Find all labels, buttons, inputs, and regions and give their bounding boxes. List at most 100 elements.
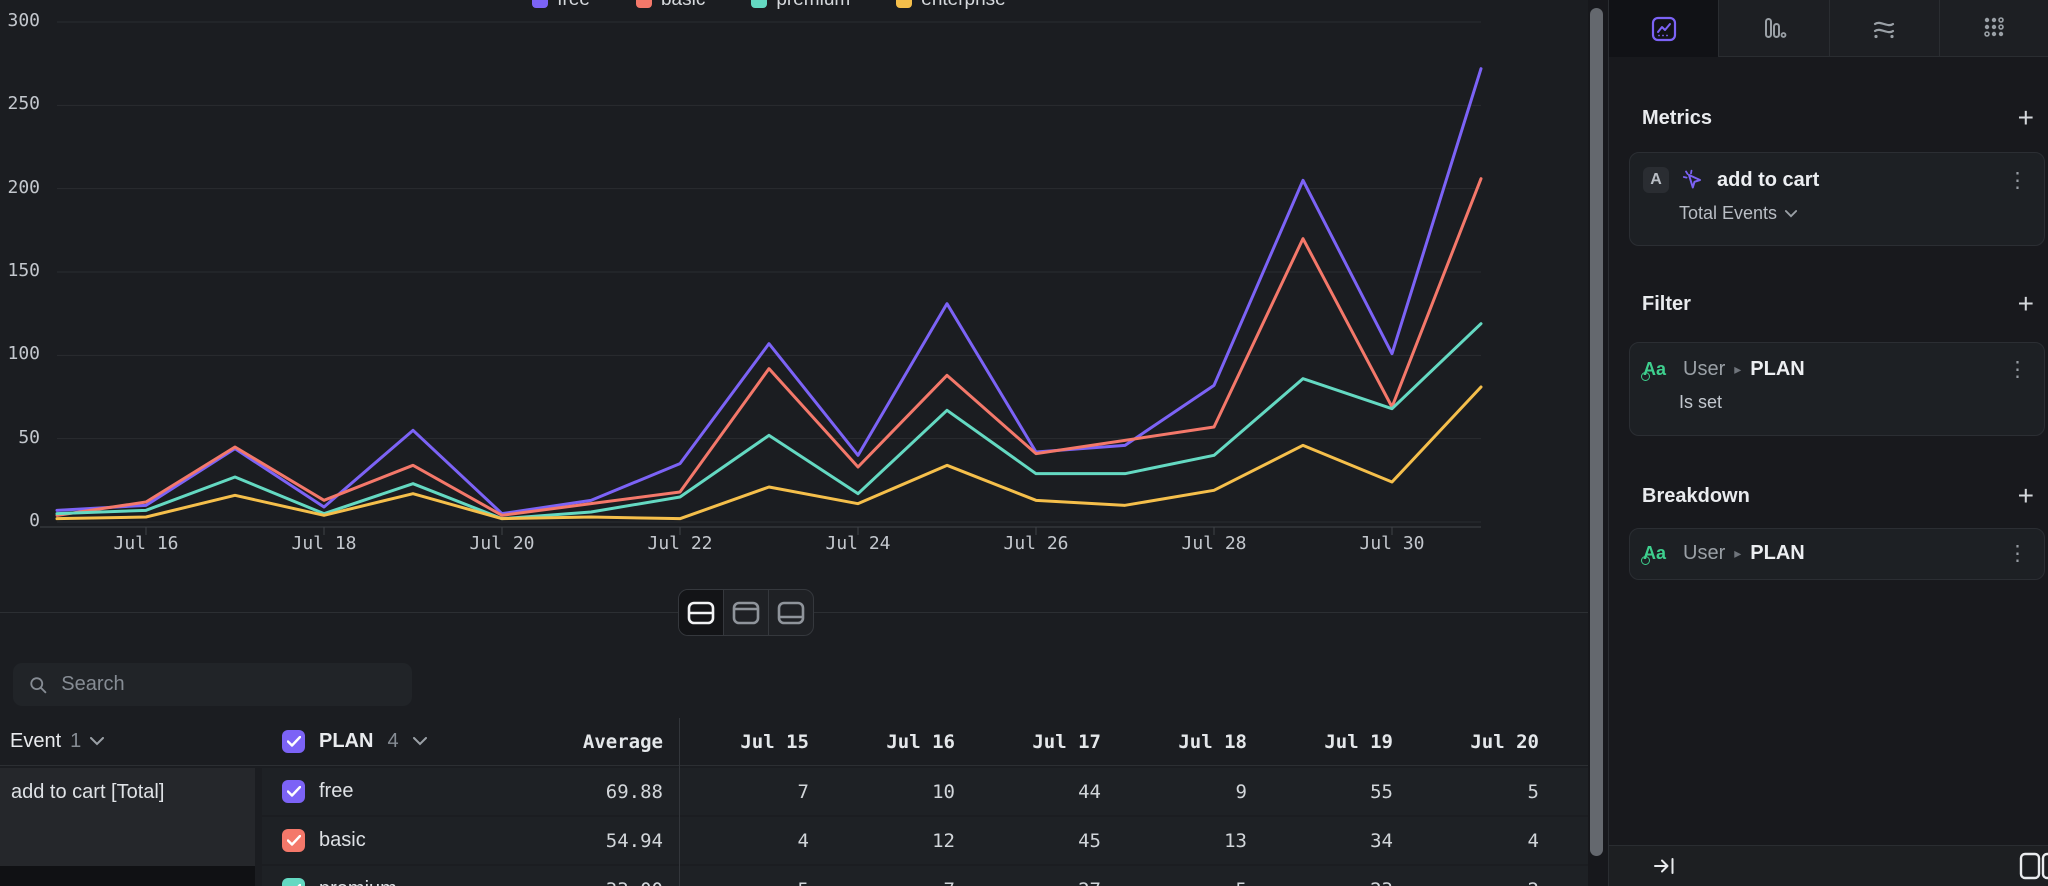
search-input[interactable]: [61, 673, 396, 696]
metric-card[interactable]: A add to cart ⋮ Total Events: [1629, 152, 2045, 246]
column-header-jul-16[interactable]: Jul 16: [886, 730, 955, 753]
filter-section-header: Filter +: [1642, 290, 2034, 318]
tab-bar-chart[interactable]: [1719, 0, 1830, 57]
search-box[interactable]: [13, 663, 412, 706]
column-header-jul-17[interactable]: Jul 17: [1032, 730, 1101, 753]
legend-label: enterprise: [921, 0, 1006, 11]
breadcrumb-arrow-icon: ▸: [1734, 361, 1742, 377]
legend-item-free[interactable]: free: [532, 0, 590, 11]
tab-line-chart[interactable]: [1609, 0, 1720, 57]
y-axis-label: 0: [29, 510, 40, 531]
row-value: 4: [797, 829, 809, 852]
row-checkbox-basic[interactable]: [282, 829, 305, 852]
table-row-premium[interactable]: premium33.0057275232: [262, 866, 1588, 886]
event-row-panel[interactable]: add to cart [Total]: [0, 768, 255, 866]
column-header-jul-18[interactable]: Jul 18: [1178, 730, 1247, 753]
panel-bottom-view-button[interactable]: [769, 590, 813, 635]
row-value: 55: [1370, 780, 1393, 803]
layout-toggle: [678, 589, 814, 636]
scrollbar-thumb[interactable]: [1590, 8, 1603, 856]
legend-label: free: [557, 0, 590, 11]
check-icon: [286, 835, 301, 846]
row-average: 54.94: [605, 829, 663, 852]
series-line-free: [55, 67, 1483, 516]
row-checkbox-premium[interactable]: [282, 878, 305, 886]
add-metric-icon[interactable]: +: [2017, 102, 2034, 133]
series-line-basic: [55, 177, 1483, 517]
row-value: 13: [1224, 829, 1247, 852]
x-axis-label: Jul 26: [1003, 533, 1069, 554]
column-header-jul-19[interactable]: Jul 19: [1324, 730, 1393, 753]
row-average: 33.00: [543, 879, 663, 886]
legend-item-basic[interactable]: basic: [635, 0, 705, 11]
row-average: 69.88: [605, 780, 663, 803]
plan-count: 4: [387, 730, 399, 752]
metric-menu-icon[interactable]: ⋮: [2007, 168, 2028, 192]
event-panel-gap: [0, 866, 255, 886]
tab-flow-chart[interactable]: [1829, 0, 1940, 57]
legend-item-enterprise[interactable]: enterprise: [896, 0, 1006, 11]
row-checkbox-free[interactable]: [282, 780, 305, 803]
columns-layout-icon[interactable]: [2019, 851, 2048, 881]
row-value: 27: [955, 879, 1101, 886]
scrollbar-track: [1588, 0, 1608, 886]
text-property-icon: Aa: [1641, 359, 1671, 381]
flow-chart-icon: [1874, 21, 1895, 39]
row-value: 12: [932, 829, 955, 852]
column-header-jul-15[interactable]: Jul 15: [740, 730, 809, 753]
split-view-icon: [687, 601, 715, 624]
filter-property: PLAN: [1750, 358, 1805, 380]
legend-swatch: [896, 0, 913, 8]
legend-item-premium[interactable]: premium: [751, 0, 850, 11]
text-property-icon: Aa: [1641, 543, 1671, 565]
y-axis-label: 100: [7, 343, 40, 365]
x-axis-label: Jul 28: [1181, 533, 1247, 554]
filter-operator-dropdown[interactable]: Is set: [1630, 382, 2044, 413]
plan-select-all-checkbox[interactable]: [282, 730, 305, 753]
sidebar-footer: [1609, 845, 2048, 886]
column-header-average[interactable]: Average: [582, 730, 663, 753]
add-filter-icon[interactable]: +: [2017, 288, 2034, 319]
metric-measure-label: Total Events: [1679, 203, 1778, 223]
table-row-free[interactable]: free 69.88 7 10 44 9 55 5: [262, 768, 1588, 815]
breakdown-section-header: Breakdown +: [1642, 482, 2034, 510]
filter-menu-icon[interactable]: ⋮: [2007, 358, 2028, 381]
row-value: 9: [1235, 780, 1247, 803]
metric-letter-badge: A: [1643, 167, 1669, 193]
chevron-down-icon: [1785, 209, 1798, 217]
column-header-jul-20[interactable]: Jul 20: [1470, 730, 1539, 753]
event-column-header[interactable]: Event 1: [10, 718, 105, 765]
breakdown-menu-icon[interactable]: ⋮: [2007, 542, 2028, 565]
filter-card[interactable]: Aa User ▸ PLAN ⋮ Is set: [1629, 342, 2045, 436]
row-value: 7: [809, 879, 955, 886]
row-value: 5: [663, 879, 809, 886]
check-icon: [286, 736, 301, 747]
legend-swatch: [635, 0, 652, 8]
tab-grid-dots[interactable]: [1939, 0, 2048, 57]
row-name-cell: premium: [282, 878, 543, 886]
filter-title: Filter: [1642, 292, 1691, 315]
event-cursor-icon: [1682, 169, 1701, 189]
metric-measure-dropdown[interactable]: Total Events: [1630, 193, 2044, 224]
table-row-basic[interactable]: basic 54.94 4 12 45 13 34 4: [262, 817, 1588, 864]
event-count: 1: [70, 730, 82, 752]
breakdown-card[interactable]: Aa User ▸ PLAN ⋮: [1629, 528, 2045, 580]
row-label: basic: [319, 829, 366, 851]
split-view-button[interactable]: [679, 590, 724, 635]
collapse-sidebar-icon[interactable]: [1653, 856, 1677, 876]
legend-swatch: [532, 0, 549, 8]
add-breakdown-icon[interactable]: +: [2017, 480, 2034, 511]
panel-top-view-button[interactable]: [724, 590, 769, 635]
chevron-down-icon[interactable]: [412, 737, 427, 746]
legend-label: basic: [661, 0, 705, 11]
main-panel: free basic premium enterprise 0 50 100 150 200 2…: [0, 0, 1588, 886]
row-value: 23: [1247, 879, 1393, 886]
row-value: 7: [797, 780, 809, 803]
row-value: 4: [1527, 829, 1539, 852]
chart-legend: free basic premium enterprise: [57, 0, 1481, 11]
y-axis-label: 50: [18, 426, 40, 448]
y-axis-label: 150: [7, 260, 40, 281]
row-label: free: [319, 780, 354, 802]
x-axis-label: Jul 22: [647, 533, 713, 554]
